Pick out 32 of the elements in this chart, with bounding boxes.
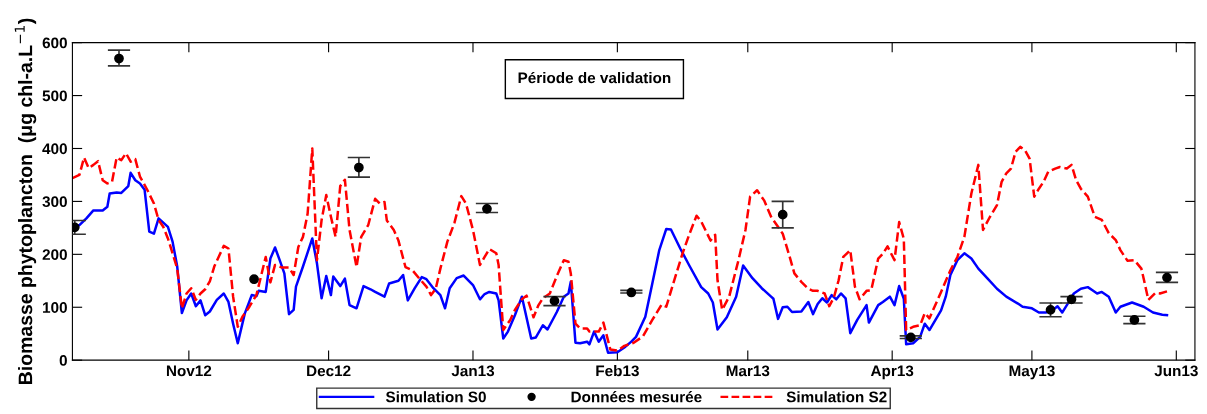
point — [1066, 294, 1077, 305]
annotation: Période de validation — [518, 71, 671, 84]
y-tick-label: 0 — [59, 355, 67, 366]
point — [354, 162, 364, 173]
point — [549, 296, 560, 306]
y-tick-label: 200 — [42, 249, 67, 261]
point — [1129, 315, 1140, 325]
point — [1045, 305, 1056, 315]
legend-label: Simulation S2 — [786, 391, 887, 403]
x-tick-label: Feb13 — [596, 365, 639, 377]
point — [249, 274, 259, 285]
x-tick-label: May13 — [1009, 365, 1055, 380]
x-tick-label: Nov12 — [166, 365, 212, 377]
point — [482, 203, 492, 214]
legend-label: Simulation S0 — [385, 391, 486, 403]
x-tick-label: Dec12 — [307, 365, 351, 377]
y-axis-title: Biomasse phytoplancton (μg chl-a.L$^{−1}$) — [14, 18, 37, 384]
y-tick-label: 500 — [42, 90, 67, 102]
x-tick-label: Jan13 — [451, 365, 495, 377]
point — [777, 209, 788, 220]
x-tick-label: Jun13 — [1154, 365, 1198, 377]
y-tick-label: 100 — [43, 302, 67, 313]
y-tick-label: 300 — [42, 196, 67, 208]
point — [1162, 272, 1172, 283]
y-tick-label: 400 — [42, 143, 67, 155]
y-tick-label: 600 — [42, 37, 67, 49]
point — [114, 53, 124, 64]
point — [905, 332, 916, 343]
x-tick-label: Mar13 — [726, 365, 770, 377]
legend-label: Données mesurée — [571, 391, 702, 403]
point — [626, 287, 637, 298]
x-tick-label: Apr13 — [870, 365, 914, 380]
